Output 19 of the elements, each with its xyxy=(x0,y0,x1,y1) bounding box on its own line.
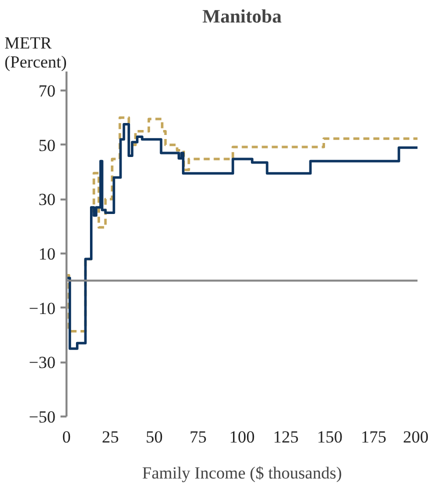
y-tick-label: 10 xyxy=(38,244,56,264)
y-tick-label: 50 xyxy=(38,136,56,155)
y-axis-title: METR (Percent) xyxy=(4,34,67,72)
x-axis-title: Family Income ($ thousands) xyxy=(142,464,342,482)
y-tick-label: −10 xyxy=(28,298,56,318)
x-tick-label: 175 xyxy=(360,428,386,446)
x-tick-label: 150 xyxy=(317,428,342,446)
x-tick-label: 200 xyxy=(403,428,428,446)
y-tick-label: −50 xyxy=(28,408,56,426)
x-tick-label: 100 xyxy=(229,428,255,446)
x-tick-label: 50 xyxy=(146,428,163,446)
x-tick-label: 25 xyxy=(102,428,119,446)
y-tick-label: −30 xyxy=(28,353,56,372)
chart-title: Manitoba xyxy=(202,6,282,28)
x-tick-label: 125 xyxy=(273,428,299,446)
x-tick-label: 0 xyxy=(62,428,71,446)
x-tick-label: 75 xyxy=(190,428,207,446)
y-tick-label: 30 xyxy=(38,190,56,210)
y-tick-label: 70 xyxy=(38,82,56,101)
